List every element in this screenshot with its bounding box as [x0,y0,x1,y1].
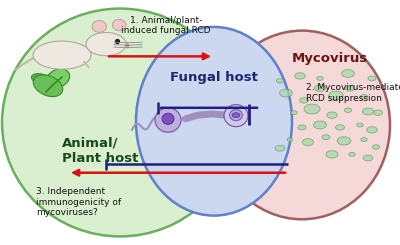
Circle shape [276,79,284,83]
Circle shape [336,125,344,130]
Circle shape [374,110,382,115]
Circle shape [368,76,376,81]
Circle shape [280,89,292,97]
Circle shape [372,145,380,149]
Circle shape [362,108,374,115]
Circle shape [326,151,338,158]
Text: 3. Independent
immunogenicity of
mycoviruses?: 3. Independent immunogenicity of mycovir… [36,187,121,217]
Ellipse shape [155,108,181,132]
Ellipse shape [230,110,242,121]
Circle shape [342,70,354,77]
Ellipse shape [32,74,52,86]
Circle shape [357,123,363,127]
Circle shape [291,111,297,115]
Circle shape [322,135,330,140]
Circle shape [295,73,305,79]
Circle shape [337,137,351,145]
Ellipse shape [33,75,63,97]
Ellipse shape [46,69,70,88]
Circle shape [298,125,306,130]
Text: Animal/
Plant host: Animal/ Plant host [62,137,138,165]
Circle shape [275,145,285,151]
Ellipse shape [33,41,91,69]
Circle shape [287,138,293,141]
Ellipse shape [136,27,292,216]
Circle shape [232,113,240,118]
Circle shape [302,139,314,146]
Text: Mycovirus: Mycovirus [292,52,368,65]
Circle shape [367,127,377,133]
Text: 1. Animal/plant-
induced fungal RCD: 1. Animal/plant- induced fungal RCD [121,16,211,36]
Circle shape [349,152,355,156]
Ellipse shape [86,33,126,56]
Circle shape [344,108,352,112]
Circle shape [314,85,326,92]
Circle shape [361,138,367,142]
Text: 2. Mycovirus-mediated
RCD suppression: 2. Mycovirus-mediated RCD suppression [306,83,400,103]
Ellipse shape [2,9,238,236]
Circle shape [327,112,337,118]
Circle shape [300,98,308,103]
Circle shape [329,91,343,100]
Ellipse shape [112,19,126,31]
Circle shape [360,95,368,99]
Circle shape [304,104,320,114]
Ellipse shape [92,21,106,32]
Circle shape [317,76,323,80]
Circle shape [363,155,373,161]
Ellipse shape [224,105,248,127]
Circle shape [345,85,355,91]
Ellipse shape [162,113,174,124]
Ellipse shape [214,31,390,219]
Text: Fungal host: Fungal host [170,71,258,84]
Circle shape [314,121,326,129]
